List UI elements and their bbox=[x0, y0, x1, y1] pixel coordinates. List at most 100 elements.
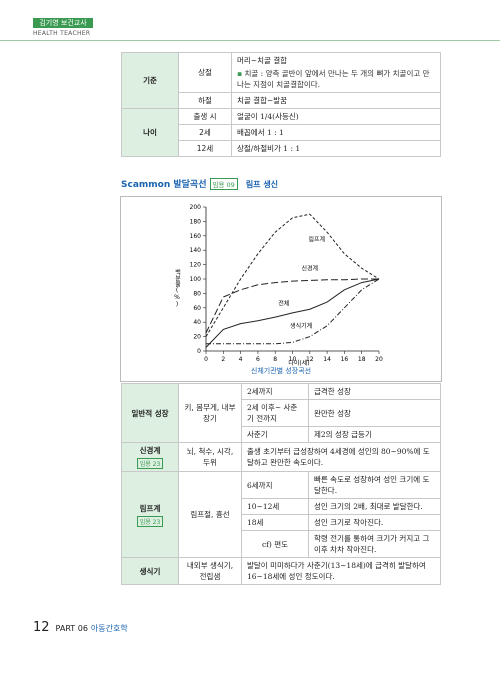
row: 사춘기 제2의 성장 급등기 bbox=[122, 426, 441, 443]
series-label: 생식기계 bbox=[290, 322, 312, 330]
y-tick-label: 180 bbox=[190, 218, 202, 225]
cell: 생식기 bbox=[121, 557, 179, 585]
x-tick-label: 16 bbox=[341, 356, 349, 363]
section-title-text: Scammon 발달곡선 bbox=[121, 180, 207, 190]
row: 일반적 성장 키, 몸무게, 내부 장기 2세까지 급격한 성장 bbox=[121, 383, 441, 443]
header-rule bbox=[0, 40, 500, 41]
row: 기준 상절 머리~치골 결합치골 : 양측 골반이 앞에서 만나는 두 개의 뼈… bbox=[121, 52, 441, 109]
keyword: 림프 생신 bbox=[245, 180, 279, 189]
row: cf) 편도 학령 전기를 통하여 크기가 커지고 그 이후 차차 작아진다. bbox=[122, 530, 441, 558]
cell: 나이 bbox=[121, 108, 179, 157]
cell-text: 림프계 bbox=[139, 503, 161, 513]
x-tick-label: 10 bbox=[289, 356, 297, 363]
cell: 성인 크기의 2배, 최대로 발달한다. bbox=[308, 498, 441, 515]
y-tick-label: 160 bbox=[190, 233, 202, 240]
cell: cf) 편도 bbox=[241, 530, 309, 558]
y-tick-label: 100 bbox=[190, 276, 202, 283]
series-label: 림프계 bbox=[308, 236, 325, 244]
cell: 내외부 생식기, 전립샘 bbox=[178, 557, 242, 585]
tag: 임용 23 bbox=[136, 458, 164, 469]
y-tick-label: 80 bbox=[193, 290, 201, 297]
row: 2세 배꼽에서 1 : 1 bbox=[122, 124, 441, 141]
row: 생식기 내외부 생식기, 전립샘 발달이 미미하다가 사춘기(13~18세)에 … bbox=[121, 557, 441, 585]
cell: 제2의 성장 급등기 bbox=[308, 426, 441, 443]
cell: 18세 bbox=[241, 514, 309, 531]
y-tick-label: 0 bbox=[197, 348, 201, 355]
row: 12세 상절/하절비가 1 : 1 bbox=[122, 140, 441, 157]
x-tick-label: 14 bbox=[323, 356, 331, 363]
table-growth: 일반적 성장 키, 몸무게, 내부 장기 2세까지 급격한 성장 2세 이후~ … bbox=[121, 383, 441, 585]
part: PART 06 bbox=[55, 624, 88, 633]
x-tick-label: 20 bbox=[375, 356, 383, 363]
cell-text: 머리~치골 결합 bbox=[237, 56, 288, 65]
cell: 성인 크기로 작아진다. bbox=[308, 514, 441, 531]
cell: 머리~치골 결합치골 : 양측 골반이 앞에서 만나는 두 개의 뼈가 치골이고… bbox=[231, 52, 441, 93]
cell: 키, 몸무게, 내부 장기 bbox=[178, 383, 242, 443]
cell: 하절 bbox=[178, 92, 232, 109]
table-body-proportion: 기준 상절 머리~치골 결합치골 : 양측 골반이 앞에서 만나는 두 개의 뼈… bbox=[121, 52, 441, 157]
row: 10~12세 성인 크기의 2배, 최대로 발달한다. bbox=[122, 498, 441, 515]
x-tick-label: 6 bbox=[256, 356, 260, 363]
cell: 치골 결합~발꿈 bbox=[231, 92, 441, 109]
note: 치골 : 양측 골반이 앞에서 만나는 두 개의 뼈가 치골이고 만나는 지점이… bbox=[237, 68, 435, 90]
cell: 12세 bbox=[178, 140, 232, 157]
cell: 사춘기 bbox=[241, 426, 309, 443]
subject: 아동간호학 bbox=[90, 624, 128, 633]
series-label: 신경계 bbox=[302, 264, 319, 272]
series-line bbox=[205, 278, 380, 348]
series-line bbox=[206, 278, 380, 345]
cell: 학령 전기를 통하여 크기가 커지고 그 이후 차차 작아진다. bbox=[308, 530, 441, 558]
cell: 상절 bbox=[178, 52, 232, 93]
x-axis-label: 나이(세) bbox=[288, 359, 309, 367]
x-tick-label: 2 bbox=[221, 356, 225, 363]
row: 나이 출생 시 얼굴이 1/4(사등신) bbox=[121, 108, 441, 157]
y-tick-label: 200 bbox=[190, 204, 202, 211]
cell: 빠른 속도로 성장하여 성인 크기에 도달한다. bbox=[308, 471, 441, 499]
cell: 림프절, 흉선 bbox=[178, 471, 242, 558]
y-axis-label: 백분율(%) bbox=[173, 268, 180, 308]
y-tick-label: 120 bbox=[190, 262, 202, 269]
x-tick-label: 0 bbox=[204, 356, 208, 363]
chart: 신체기관별 성장곡선 나이(세) 백분율(%) 0204060801001201… bbox=[120, 196, 442, 382]
section-title: Scammon 발달곡선 임용 09 림프 생신 bbox=[121, 176, 278, 190]
x-tick-label: 8 bbox=[273, 356, 277, 363]
x-tick-label: 18 bbox=[358, 356, 366, 363]
x-tick-label: 4 bbox=[239, 356, 243, 363]
footer: 12 PART 06 아동간호학 bbox=[33, 620, 128, 635]
cell: 완만한 성장 bbox=[308, 399, 441, 427]
cell: 얼굴이 1/4(사등신) bbox=[231, 108, 441, 125]
page-number: 12 bbox=[33, 620, 50, 635]
y-tick-label: 20 bbox=[193, 334, 201, 341]
cell: 출생 시 bbox=[178, 108, 232, 125]
chart-caption: 신체기관별 성장곡선 bbox=[251, 366, 311, 375]
y-tick-label: 40 bbox=[193, 319, 201, 326]
cell: 배꼽에서 1 : 1 bbox=[231, 124, 441, 141]
cell: 출생 초기부터 급성장하여 4세경에 성인의 80~90%에 도달하고 완만한 … bbox=[241, 442, 441, 472]
tag: 임용 23 bbox=[136, 515, 164, 527]
cell: 10~12세 bbox=[241, 498, 309, 515]
cell-text: 신경계 bbox=[139, 446, 161, 455]
cell: 발달이 미미하다가 사춘기(13~18세)에 급격히 발달하여 16~18세에 … bbox=[241, 557, 441, 585]
y-tick-label: 60 bbox=[193, 305, 201, 312]
cell: 뇌, 척수, 시각, 두위 bbox=[178, 442, 242, 472]
header-subtitle: HEALTH TEACHER bbox=[33, 30, 91, 37]
cell: 일반적 성장 bbox=[121, 383, 179, 443]
cell: 기준 bbox=[121, 52, 179, 109]
cell: 6세까지 bbox=[241, 471, 309, 499]
series-line bbox=[205, 278, 379, 334]
series-line bbox=[205, 213, 380, 337]
row: 2세 이후~ 사춘기 전까지 완만한 성장 bbox=[122, 399, 441, 427]
header-badge: 김기영 보건교사 bbox=[33, 18, 93, 28]
y-tick-label: 140 bbox=[190, 247, 202, 254]
cell: 2세 이후~ 사춘기 전까지 bbox=[241, 399, 309, 427]
tag: 임용 09 bbox=[209, 178, 238, 190]
x-tick-label: 12 bbox=[306, 356, 314, 363]
cell: 2세 bbox=[178, 124, 232, 141]
cell: 상절/하절비가 1 : 1 bbox=[231, 140, 441, 157]
series-label: 전체 bbox=[278, 300, 289, 308]
